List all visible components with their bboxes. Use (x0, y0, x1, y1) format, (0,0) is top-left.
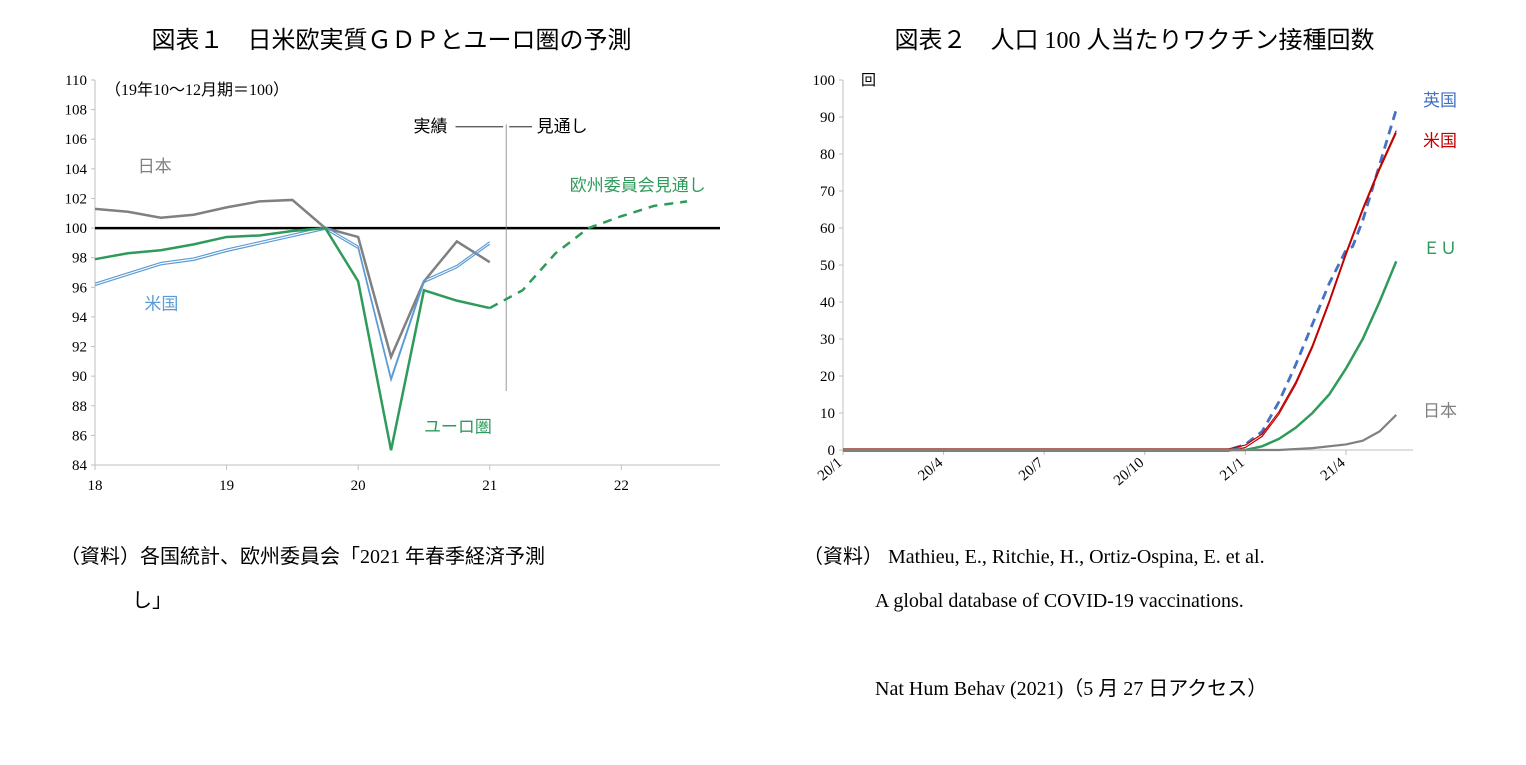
svg-text:20: 20 (351, 478, 366, 494)
svg-text:21/4: 21/4 (1318, 454, 1349, 484)
svg-text:19: 19 (219, 478, 234, 494)
svg-text:92: 92 (72, 340, 87, 356)
svg-text:欧州委員会見通し: 欧州委員会見通し (570, 176, 706, 195)
svg-text:90: 90 (72, 369, 87, 385)
svg-text:20/1: 20/1 (815, 455, 846, 484)
svg-text:80: 80 (820, 147, 835, 163)
chart1-title: 図表１ 日米欧実質ＧＤＰとユーロ圏の予測 (40, 20, 743, 55)
chart2-source-line3: Nat Hum Behav (2021)（5 月 27 日アクセス） (803, 667, 1486, 711)
svg-text:18: 18 (88, 478, 103, 494)
chart2-source-line1: （資料） Mathieu, E., Ritchie, H., Ortiz-Osp… (803, 546, 1265, 568)
svg-text:回: 回 (861, 72, 876, 89)
svg-text:100: 100 (65, 221, 88, 237)
chart2-panel: 図表２ 人口 100 人当たりワクチン接種回数 0102030405060708… (783, 20, 1486, 711)
svg-text:22: 22 (614, 478, 629, 494)
svg-text:84: 84 (72, 458, 88, 474)
svg-text:100: 100 (813, 73, 836, 89)
chart2-box: 0102030405060708090100回20/120/420/720/10… (783, 65, 1486, 505)
svg-text:実績: 実績 (414, 117, 448, 136)
svg-text:88: 88 (72, 399, 87, 415)
chart1-source-line2: し」 (60, 579, 743, 623)
chart1-source-line1: （資料）各国統計、欧州委員会「2021 年春季経済予測 (60, 546, 545, 568)
svg-text:20/4: 20/4 (915, 454, 946, 484)
svg-text:英国: 英国 (1423, 91, 1457, 110)
chart2-source-line2: A global database of COVID-19 vaccinatio… (803, 579, 1486, 623)
svg-text:（19年10～12月期＝100）: （19年10～12月期＝100） (105, 81, 289, 99)
svg-text:21: 21 (482, 478, 497, 494)
svg-text:102: 102 (65, 191, 88, 207)
svg-text:108: 108 (65, 103, 88, 119)
svg-text:米国: 米国 (1423, 132, 1457, 151)
chart2-source: （資料） Mathieu, E., Ritchie, H., Ortiz-Osp… (783, 535, 1486, 711)
svg-text:米国: 米国 (144, 295, 178, 314)
svg-text:日本: 日本 (138, 157, 172, 176)
svg-text:ユーロ圏: ユーロ圏 (424, 417, 492, 436)
chart1-panel: 図表１ 日米欧実質ＧＤＰとユーロ圏の予測 84 86 88 90 92 94 96 98 100… (40, 20, 743, 711)
svg-text:90: 90 (820, 110, 835, 126)
svg-text:10: 10 (820, 406, 835, 422)
svg-text:94: 94 (72, 310, 88, 326)
chart1-box: 84 86 88 90 92 94 96 98 100 102 104 106 108 110 18 19 20… (40, 65, 743, 505)
svg-text:30: 30 (820, 332, 835, 348)
svg-text:見通し: 見通し (537, 117, 588, 136)
svg-text:104: 104 (65, 162, 88, 178)
svg-text:40: 40 (820, 295, 835, 311)
chart1-source: （資料）各国統計、欧州委員会「2021 年春季経済予測 し」 (40, 535, 743, 623)
svg-text:70: 70 (820, 184, 835, 200)
svg-text:60: 60 (820, 221, 835, 237)
chart2-title: 図表２ 人口 100 人当たりワクチン接種回数 (783, 20, 1486, 55)
svg-text:110: 110 (65, 73, 87, 89)
svg-text:日本: 日本 (1423, 402, 1457, 421)
svg-text:20/10: 20/10 (1111, 455, 1147, 489)
chart2-svg: 0102030405060708090100回20/120/420/720/10… (783, 65, 1483, 505)
charts-container: 図表１ 日米欧実質ＧＤＰとユーロ圏の予測 84 86 88 90 92 94 96 98 100… (40, 20, 1486, 711)
svg-text:20: 20 (820, 369, 835, 385)
svg-text:106: 106 (65, 132, 88, 148)
svg-text:96: 96 (72, 280, 88, 296)
svg-text:86: 86 (72, 428, 88, 444)
svg-text:50: 50 (820, 258, 835, 274)
svg-text:ＥＵ: ＥＵ (1423, 239, 1457, 258)
svg-text:98: 98 (72, 251, 87, 267)
chart1-svg: 84 86 88 90 92 94 96 98 100 102 104 106 108 110 18 19 20… (40, 65, 740, 505)
svg-text:20/7: 20/7 (1016, 454, 1047, 484)
svg-text:21/1: 21/1 (1217, 455, 1248, 484)
